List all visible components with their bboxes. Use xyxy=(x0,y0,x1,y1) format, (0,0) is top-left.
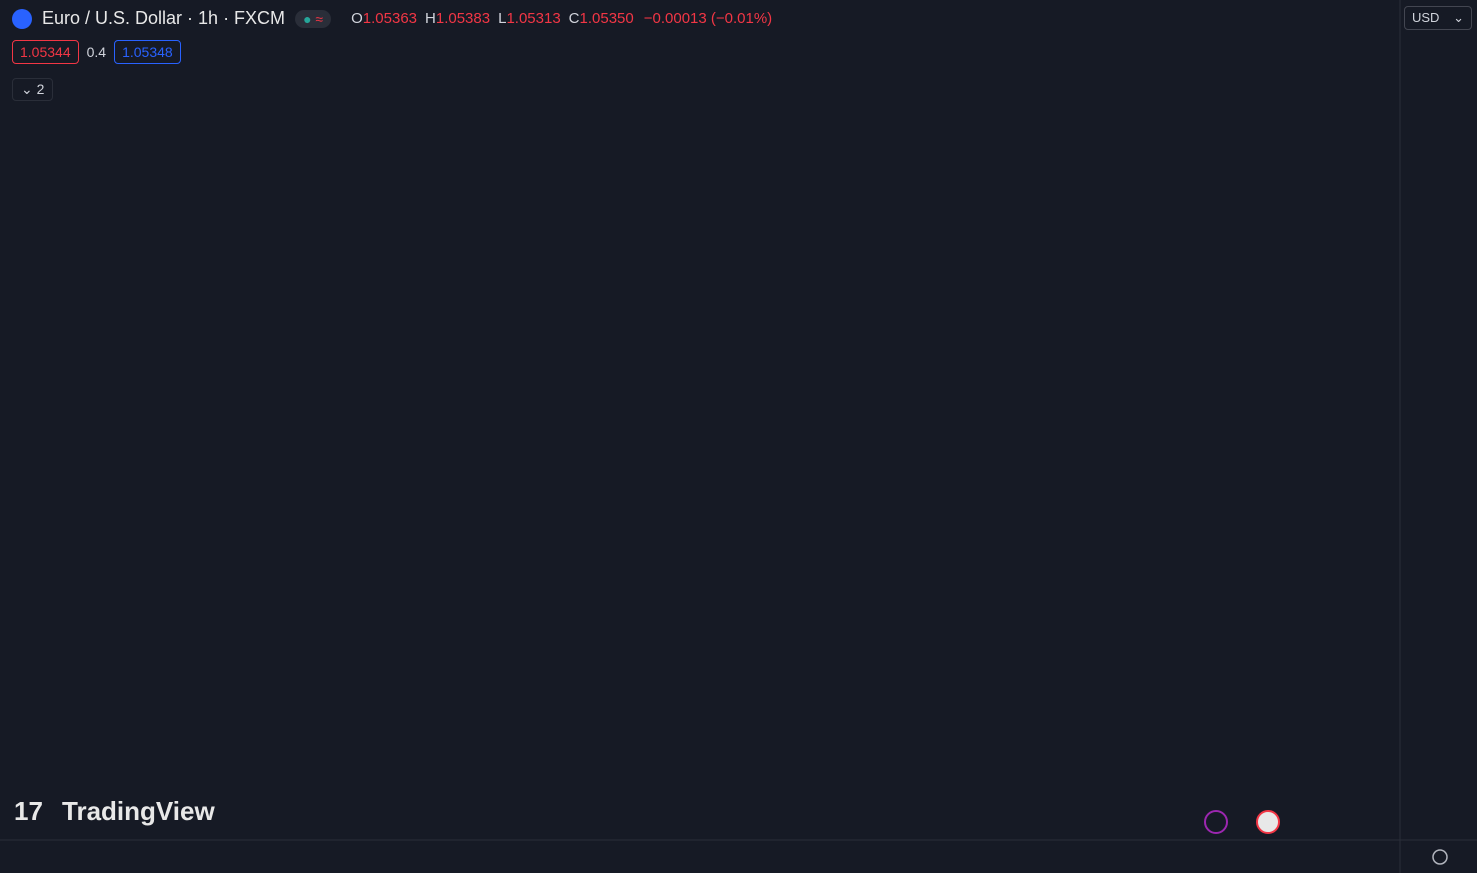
economic-event-icon[interactable] xyxy=(1256,810,1280,834)
symbol[interactable]: Euro / U.S. Dollar · 1h · FXCM xyxy=(42,8,286,28)
ohlc-key: H xyxy=(425,10,436,27)
ohlc-legend: O1.05363 H1.05383 L1.05313 C1.05350 xyxy=(351,10,634,27)
ohlc-item: C1.05350 xyxy=(569,10,634,27)
settings-icon[interactable] xyxy=(1432,849,1448,865)
trade-row: 1.05344 0.4 1.05348 xyxy=(12,40,181,64)
ohlc-value: 1.05313 xyxy=(506,10,561,27)
watermark: TradingView xyxy=(62,796,215,826)
symbol-logo xyxy=(12,8,32,29)
ohlc-key: C xyxy=(568,10,580,27)
status-pill[interactable]: ● ≈ xyxy=(295,9,332,28)
ohlc-value: 1.05363 xyxy=(362,10,418,27)
ohlc-item: H1.05383 xyxy=(425,10,490,27)
spread: 0.4 xyxy=(86,44,107,60)
ohlc-key: L xyxy=(498,10,507,27)
currency-select[interactable]: USD ⌄ xyxy=(1404,6,1472,30)
ohlc-value: 1.05350 xyxy=(579,10,634,27)
watermark-logo: 17 xyxy=(14,796,43,826)
event-icon[interactable] xyxy=(1204,810,1228,834)
buy-button[interactable]: 1.05348 xyxy=(114,40,181,64)
legend-row: Euro / U.S. Dollar · 1h · FXCM ● ≈ O1.05… xyxy=(12,8,772,29)
ohlc-item: L1.05313 xyxy=(498,10,561,27)
indicators-toggle[interactable]: ⌄ 2 xyxy=(12,78,54,101)
indicators-count: 2 xyxy=(36,81,45,97)
currency: USD xyxy=(1412,10,1440,25)
ohlc-key: O xyxy=(351,10,363,27)
ohlc-value: 1.05383 xyxy=(435,10,491,27)
sell-button[interactable]: 1.05344 xyxy=(12,40,79,64)
ohlc-item: O1.05363 xyxy=(351,10,417,27)
change: −0.00013 (−0.01%) xyxy=(643,10,773,27)
